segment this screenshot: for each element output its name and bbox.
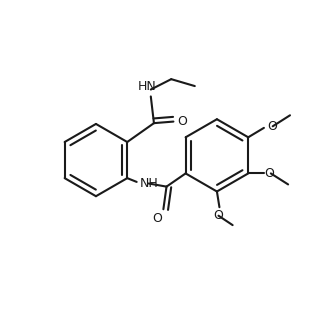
Text: O: O	[214, 209, 223, 222]
Text: HN: HN	[138, 80, 156, 93]
Text: O: O	[265, 167, 274, 180]
Text: O: O	[177, 115, 187, 128]
Text: O: O	[152, 212, 162, 225]
Text: NH: NH	[140, 177, 159, 190]
Text: O: O	[267, 120, 277, 133]
